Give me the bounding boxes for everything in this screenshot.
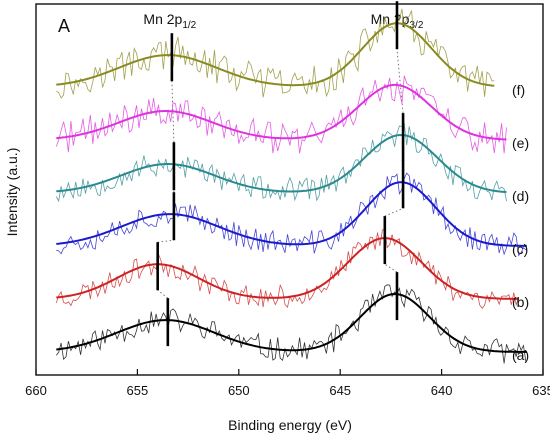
guide-line [157, 239, 174, 243]
series-4 [55, 113, 507, 203]
peak-label: Mn 2p1/2 [143, 11, 196, 31]
trace-label: (d) [512, 188, 529, 204]
fitted-curve [56, 292, 527, 353]
x-tick-label: 650 [228, 383, 250, 398]
series-1 [55, 272, 527, 364]
peak-label-subscript: 3/2 [409, 20, 423, 31]
trace-label: (b) [512, 294, 529, 310]
series-layer [55, 1, 527, 364]
fitted-curve [56, 237, 519, 300]
series-3 [56, 160, 527, 257]
raw-spectrum [55, 75, 507, 154]
series-5 [55, 75, 507, 154]
dotted-guides [157, 49, 404, 299]
raw-spectrum [56, 8, 495, 99]
plot-frame [35, 3, 544, 376]
fitted-curve [56, 181, 527, 247]
x-tick-label: 660 [25, 383, 47, 398]
x-tick-label: 655 [127, 383, 149, 398]
raw-spectrum [56, 172, 527, 257]
x-tick-label: 640 [431, 383, 453, 398]
trace-label: (c) [512, 241, 528, 257]
trace-labels: (a) (b) (c) (d) (e) (f) [512, 82, 529, 363]
peak-label-base: Mn 2p [143, 11, 182, 27]
x-axis-title: Binding energy (eV) [228, 417, 352, 433]
trace-label: (a) [512, 347, 529, 363]
series-2 [55, 216, 520, 309]
raw-spectrum [55, 122, 507, 203]
fitted-curve [56, 22, 495, 87]
series-6 [56, 1, 495, 99]
trace-label: (f) [512, 82, 525, 98]
fitted-curve [56, 133, 507, 194]
guide-line [157, 289, 169, 299]
guide-line [384, 263, 398, 273]
y-axis-title: Intensity (a.u.) [4, 148, 20, 237]
peak-label-subscript: 1/2 [182, 20, 196, 31]
fitted-curve [56, 83, 507, 141]
x-tick-label: 645 [329, 383, 351, 398]
panel-label: A [58, 16, 70, 36]
x-tick-label: 635 [532, 383, 550, 398]
guide-line [384, 207, 404, 217]
trace-label: (e) [512, 135, 529, 151]
raw-spectrum [55, 228, 520, 309]
x-axis: 660 655 650 645 640 635 [25, 369, 550, 398]
guide-line [396, 49, 404, 114]
